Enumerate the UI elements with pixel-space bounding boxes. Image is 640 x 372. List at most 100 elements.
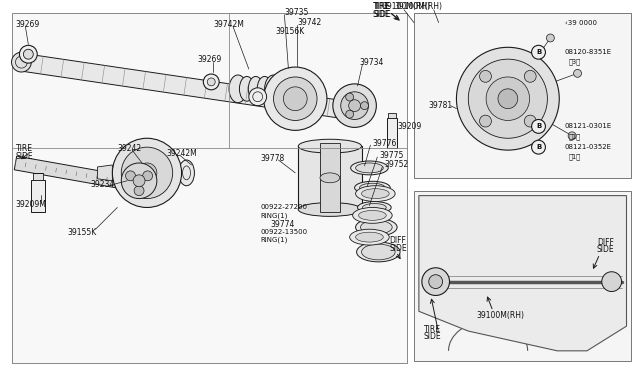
Ellipse shape [355,181,390,194]
Text: RING(1): RING(1) [260,212,288,219]
Text: （1）: （1） [568,154,580,160]
Circle shape [113,138,182,208]
Circle shape [19,45,37,63]
Text: TIRE: TIRE [424,325,441,334]
Text: 08121-0352E: 08121-0352E [564,144,611,150]
Circle shape [479,115,492,127]
Ellipse shape [298,202,362,217]
Circle shape [264,67,327,130]
Ellipse shape [257,77,272,101]
Polygon shape [414,191,632,361]
Text: 00922-13500: 00922-13500 [260,229,308,235]
Text: 39156K: 39156K [275,27,305,36]
Text: TIRE: TIRE [15,144,33,153]
Text: 39100M(RH): 39100M(RH) [394,2,442,11]
Circle shape [284,87,307,110]
Text: 39242M: 39242M [167,148,198,158]
Text: TIRE: TIRE [373,2,390,11]
Text: 39774: 39774 [271,220,295,229]
Text: B: B [536,124,541,129]
Text: 39100M(RH): 39100M(RH) [382,2,430,11]
Circle shape [273,77,317,121]
Ellipse shape [349,229,389,245]
Circle shape [479,70,492,82]
Text: TIRE: TIRE [374,2,392,11]
Ellipse shape [360,183,385,192]
Polygon shape [320,143,340,212]
Ellipse shape [358,211,387,220]
Text: （1）: （1） [568,133,580,140]
Text: 08121-0301E: 08121-0301E [564,124,611,129]
Circle shape [24,49,33,59]
Text: 00922-27200: 00922-27200 [260,205,308,211]
Text: 39778: 39778 [260,154,285,163]
Ellipse shape [248,77,263,101]
Circle shape [532,140,545,154]
Text: 39735: 39735 [284,8,308,17]
Circle shape [573,70,582,77]
Circle shape [249,88,267,106]
Text: 39781: 39781 [429,101,453,110]
Text: 39776: 39776 [372,139,397,148]
Ellipse shape [356,232,383,242]
Circle shape [204,74,219,90]
Ellipse shape [353,208,392,223]
Circle shape [602,272,621,292]
Circle shape [133,175,145,187]
Text: SIDE: SIDE [424,331,442,340]
Circle shape [346,110,354,118]
Circle shape [333,84,376,127]
Circle shape [349,100,360,112]
Circle shape [12,52,31,72]
Circle shape [498,89,518,109]
Text: RING(1): RING(1) [260,237,288,243]
Ellipse shape [360,220,392,234]
Circle shape [524,70,536,82]
Text: 39742: 39742 [297,18,321,27]
Text: 39752: 39752 [384,160,408,170]
Ellipse shape [358,202,391,214]
Ellipse shape [362,203,387,211]
Circle shape [524,115,536,127]
Text: 39242: 39242 [117,144,141,153]
Circle shape [137,163,157,183]
Text: 39269: 39269 [197,55,221,64]
Ellipse shape [179,160,195,186]
Polygon shape [33,173,43,180]
Ellipse shape [356,163,383,173]
Text: B: B [536,144,541,150]
Text: DIFF: DIFF [597,238,614,247]
Circle shape [125,171,136,181]
Ellipse shape [264,75,282,103]
Circle shape [360,102,369,110]
Ellipse shape [362,189,389,199]
Text: 39100M(RH): 39100M(RH) [476,311,524,320]
Text: 39742M: 39742M [213,20,244,29]
Text: 39209: 39209 [397,122,421,131]
Ellipse shape [229,75,247,103]
Circle shape [340,92,369,119]
Circle shape [422,268,449,295]
Polygon shape [14,156,129,190]
Ellipse shape [239,77,254,101]
Ellipse shape [320,173,340,183]
Circle shape [547,34,554,42]
Text: （3）: （3） [568,59,580,65]
Text: 39269: 39269 [15,20,40,29]
Polygon shape [414,13,632,178]
Circle shape [346,93,354,101]
Ellipse shape [356,242,400,262]
Circle shape [456,47,559,150]
Circle shape [121,147,173,199]
Ellipse shape [351,161,388,175]
Polygon shape [419,196,627,351]
Text: SIDE: SIDE [15,151,33,161]
Text: ‹39 0000: ‹39 0000 [565,20,597,26]
Circle shape [468,59,547,138]
Polygon shape [298,146,362,209]
Text: 08120-8351E: 08120-8351E [564,49,611,55]
Text: 39234: 39234 [91,180,115,189]
Circle shape [532,45,545,59]
Ellipse shape [356,218,397,236]
Circle shape [568,132,576,140]
